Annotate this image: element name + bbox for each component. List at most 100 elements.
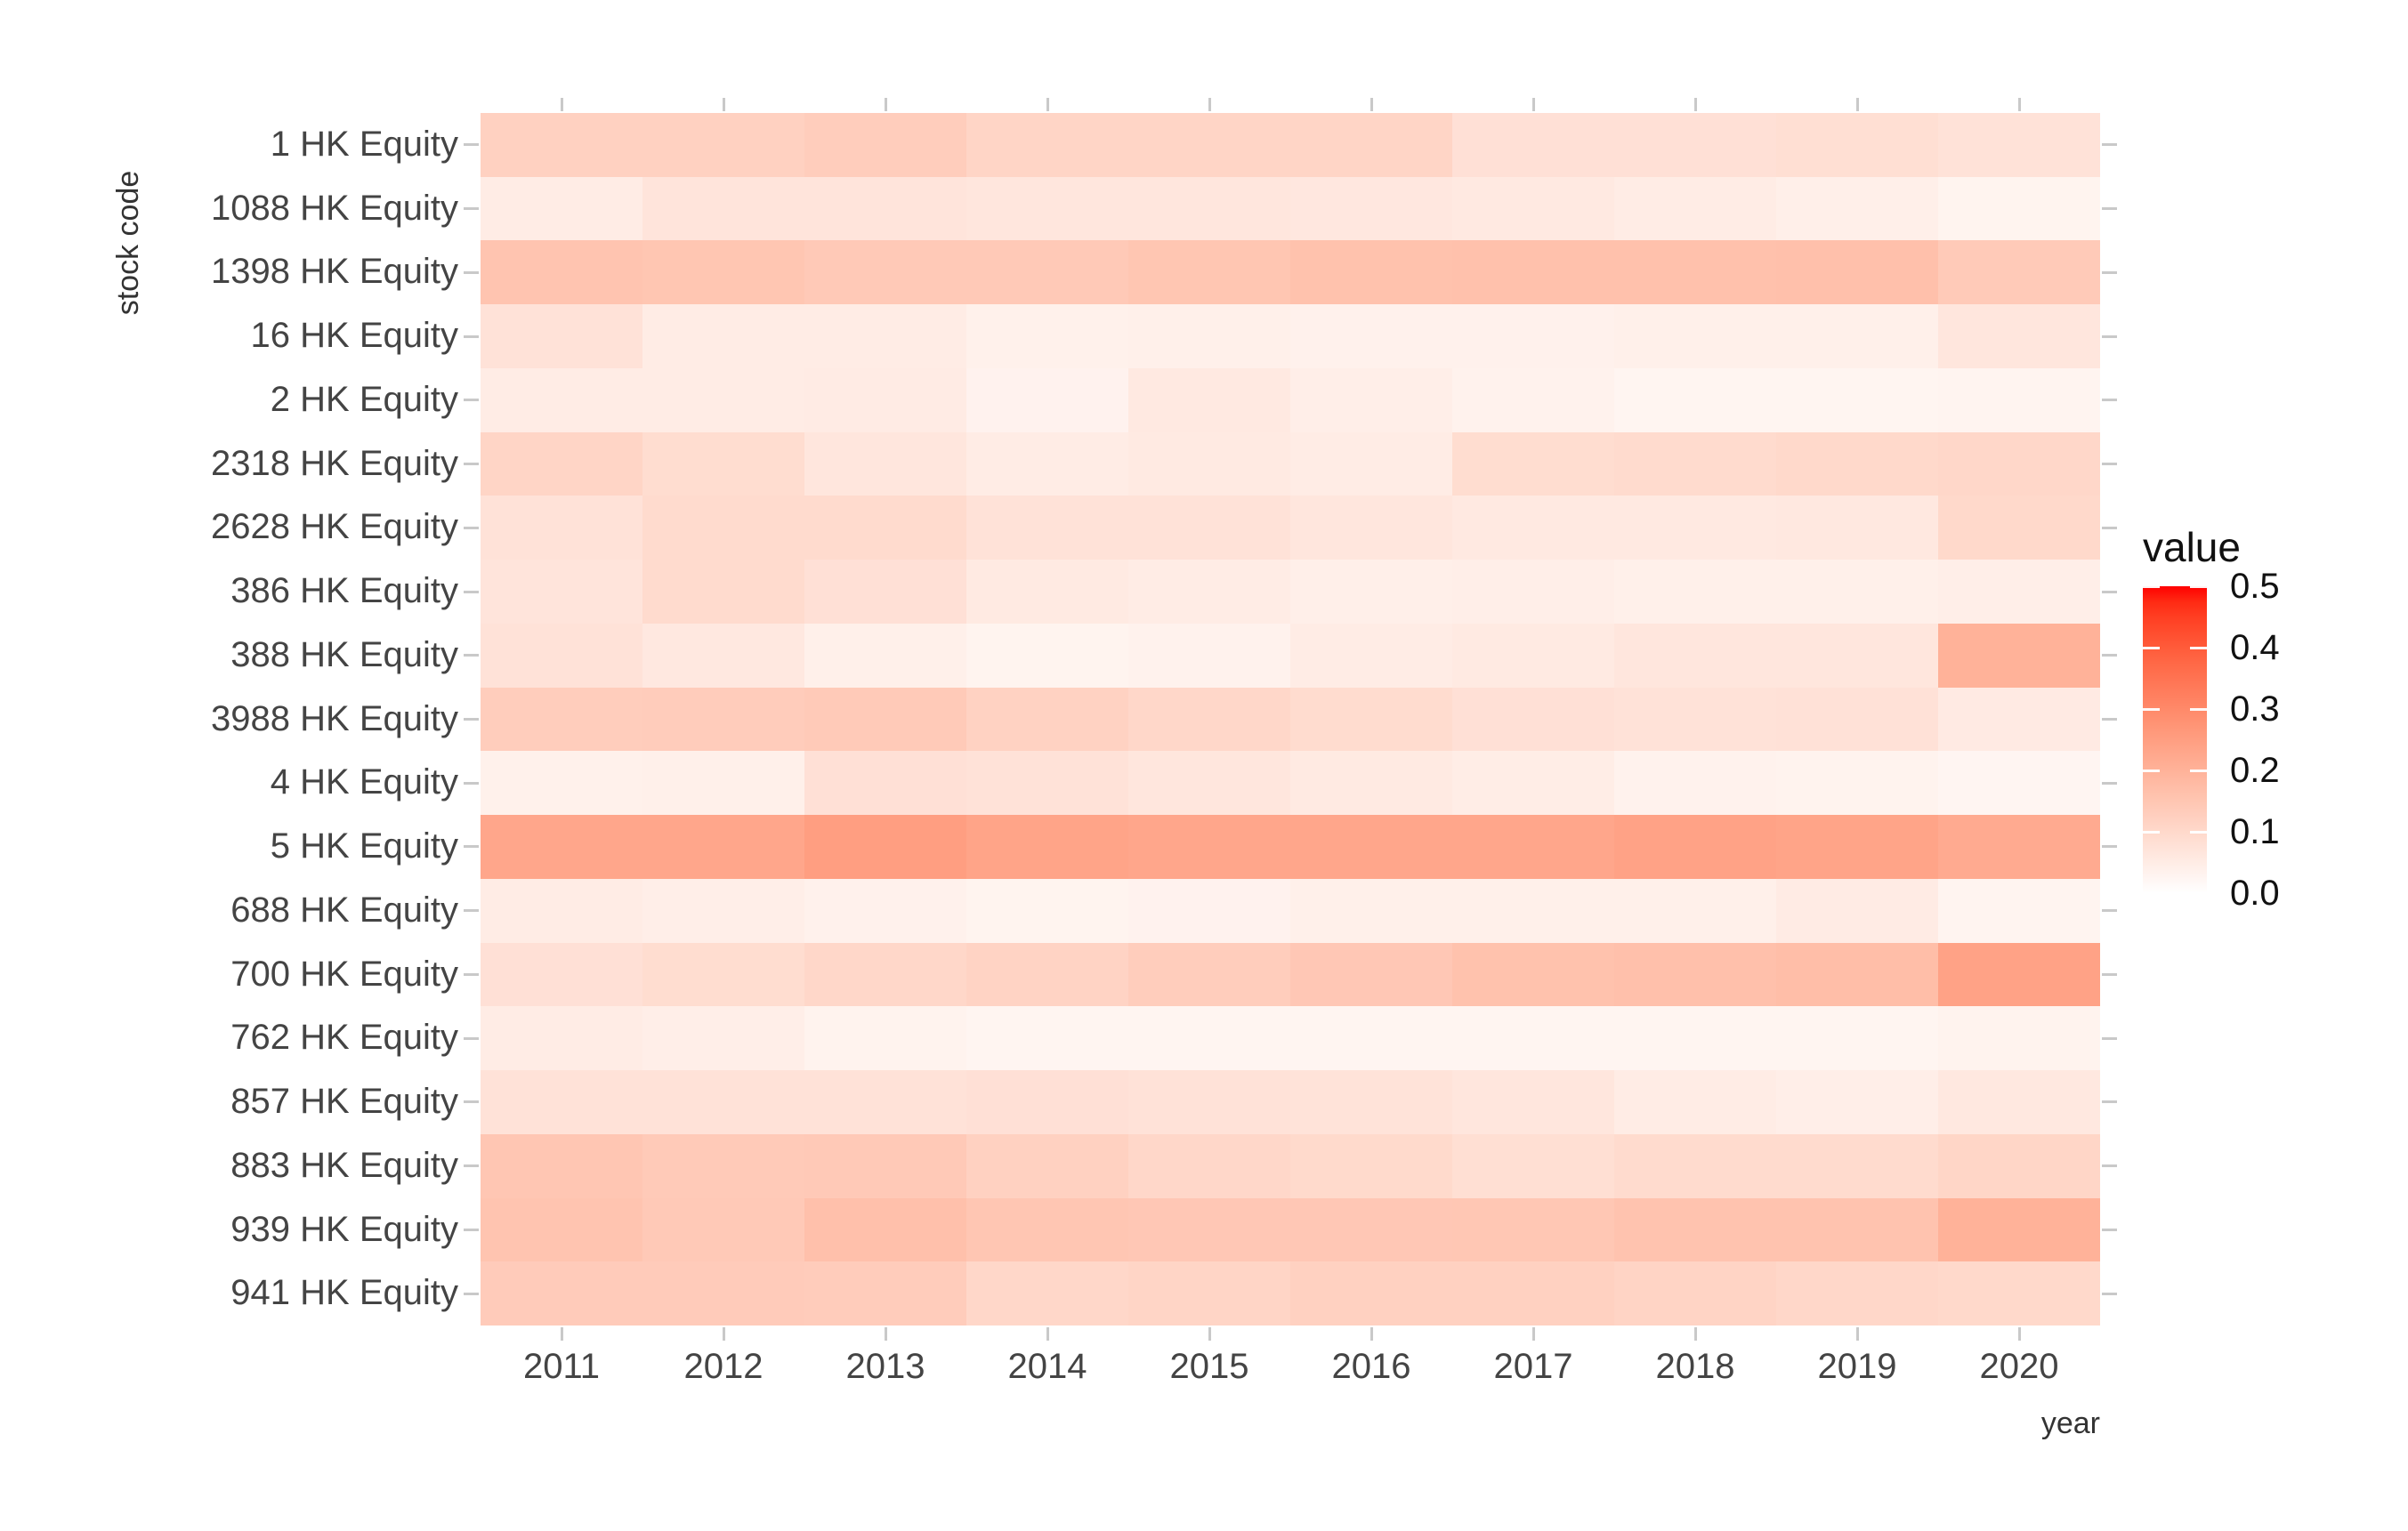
heatmap-cell: [1614, 623, 1776, 688]
heatmap-cell: [481, 751, 642, 816]
y-axis-label: 386 HK Equity: [230, 571, 458, 611]
heatmap-cell: [1128, 113, 1290, 177]
heatmap-cell: [481, 1261, 642, 1326]
axis-tick: [722, 1327, 725, 1341]
x-axis-label: 2020: [1979, 1347, 2059, 1386]
heatmap-cell: [481, 1006, 642, 1071]
y-axis-label: 1088 HK Equity: [211, 188, 458, 228]
axis-tick: [1693, 1327, 1697, 1341]
heatmap-cell: [1614, 687, 1776, 752]
heatmap-cell: [1776, 113, 1938, 177]
heatmap-cell: [1452, 1197, 1614, 1262]
y-axis-label: 2 HK Equity: [270, 379, 458, 419]
heatmap-cell: [966, 942, 1128, 1007]
heatmap-cell: [1290, 1197, 1452, 1262]
axis-tick: [464, 972, 479, 976]
heatmap-cell: [1938, 1006, 2100, 1071]
heatmap-cell: [966, 1006, 1128, 1071]
heatmap-cell: [1776, 1197, 1938, 1262]
heatmap-cell: [1290, 176, 1452, 241]
heatmap-cell: [1290, 560, 1452, 624]
x-axis-label: 2018: [1655, 1347, 1735, 1386]
heatmap-cell: [1776, 815, 1938, 879]
heatmap-cell: [1128, 431, 1290, 496]
heatmap-cell: [966, 751, 1128, 816]
x-axis-label: 2012: [683, 1347, 764, 1386]
heatmap-cell: [642, 240, 804, 305]
heatmap-cell: [1614, 751, 1776, 816]
heatmap-cell: [966, 176, 1128, 241]
x-axis-label: 2015: [1169, 1347, 1249, 1386]
heatmap-cell: [1452, 751, 1614, 816]
axis-tick: [464, 1036, 479, 1040]
heatmap-cell: [1776, 560, 1938, 624]
heatmap-cell: [481, 304, 642, 368]
heatmap-cell: [966, 560, 1128, 624]
legend-bar-tick: [2190, 830, 2207, 834]
heatmap-cell: [1452, 1261, 1614, 1326]
heatmap-cell: [804, 942, 966, 1007]
heatmap-cell: [804, 751, 966, 816]
legend-bar-tick: [2143, 584, 2160, 588]
heatmap-cell: [1290, 1261, 1452, 1326]
heatmap-cell: [1128, 1006, 1290, 1071]
axis-tick: [1046, 98, 1049, 111]
axis-tick: [2102, 143, 2117, 147]
heatmap-cell: [1128, 560, 1290, 624]
x-axis-label: 2013: [845, 1347, 925, 1386]
heatmap-cell: [481, 623, 642, 688]
heatmap-cell: [1938, 496, 2100, 560]
heatmap-cell: [481, 240, 642, 305]
axis-tick: [2102, 1228, 2117, 1231]
legend-tick-label: 0.5: [2230, 567, 2280, 606]
heatmap-cell: [1452, 1070, 1614, 1134]
heatmap-cell: [1128, 942, 1290, 1007]
heatmap-cell: [1776, 1133, 1938, 1198]
heatmap-cell: [642, 751, 804, 816]
axis-tick: [464, 781, 479, 785]
heatmap-cell: [1128, 623, 1290, 688]
axis-tick: [2102, 654, 2117, 657]
heatmap-cell: [1290, 431, 1452, 496]
heatmap-cell: [1128, 367, 1290, 432]
axis-tick: [1208, 1327, 1211, 1341]
heatmap-cell: [1614, 367, 1776, 432]
legend-bar-tick: [2190, 584, 2207, 588]
heatmap-cell: [966, 240, 1128, 305]
heatmap-cell: [1452, 304, 1614, 368]
heatmap-cell: [1614, 560, 1776, 624]
heatmap-cell: [1614, 878, 1776, 943]
legend-bar-tick: [2143, 707, 2160, 711]
heatmap-cell: [804, 176, 966, 241]
heatmap-cell: [966, 1070, 1128, 1134]
heatmap-cell: [1290, 623, 1452, 688]
heatmap-cell: [1452, 942, 1614, 1007]
heatmap-cell: [1614, 1070, 1776, 1134]
heatmap-cell: [481, 815, 642, 879]
heatmap-cell: [1290, 496, 1452, 560]
heatmap-cell: [1938, 878, 2100, 943]
heatmap-cell: [642, 815, 804, 879]
heatmap-cell: [1938, 1133, 2100, 1198]
heatmap-cell: [1128, 1070, 1290, 1134]
axis-tick: [2102, 334, 2117, 338]
heatmap-cell: [1290, 751, 1452, 816]
axis-tick: [464, 526, 479, 529]
heatmap-cell: [1452, 176, 1614, 241]
y-axis-label: 939 HK Equity: [230, 1209, 458, 1249]
y-axis-label: 2318 HK Equity: [211, 443, 458, 483]
heatmap-cell: [1128, 1261, 1290, 1326]
heatmap-cell: [1776, 687, 1938, 752]
axis-tick: [1531, 1327, 1535, 1341]
legend-tick-label: 0.4: [2230, 628, 2280, 667]
heatmap-cell: [804, 1133, 966, 1198]
heatmap-cell: [966, 431, 1128, 496]
axis-tick: [1046, 1327, 1049, 1341]
heatmap-cell: [481, 496, 642, 560]
y-axis-label: 762 HK Equity: [230, 1018, 458, 1058]
heatmap-cell: [1290, 815, 1452, 879]
heatmap-cell: [1452, 367, 1614, 432]
heatmap-cell: [1776, 1070, 1938, 1134]
axis-tick: [464, 143, 479, 147]
